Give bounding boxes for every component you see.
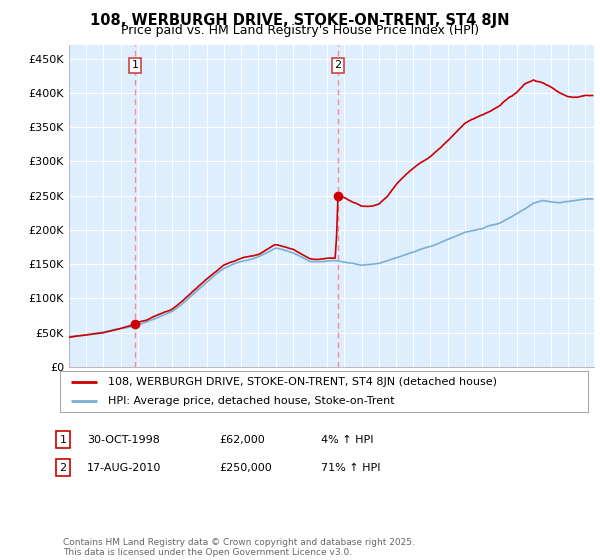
Text: 71% ↑ HPI: 71% ↑ HPI xyxy=(321,463,380,473)
Text: 108, WERBURGH DRIVE, STOKE-ON-TRENT, ST4 8JN (detached house): 108, WERBURGH DRIVE, STOKE-ON-TRENT, ST4… xyxy=(107,377,497,387)
Text: 30-OCT-1998: 30-OCT-1998 xyxy=(87,435,160,445)
Text: 108, WERBURGH DRIVE, STOKE-ON-TRENT, ST4 8JN: 108, WERBURGH DRIVE, STOKE-ON-TRENT, ST4… xyxy=(90,13,510,28)
Text: 1: 1 xyxy=(131,60,139,71)
Text: HPI: Average price, detached house, Stoke-on-Trent: HPI: Average price, detached house, Stok… xyxy=(107,396,394,405)
Text: Contains HM Land Registry data © Crown copyright and database right 2025.
This d: Contains HM Land Registry data © Crown c… xyxy=(63,538,415,557)
Text: Price paid vs. HM Land Registry's House Price Index (HPI): Price paid vs. HM Land Registry's House … xyxy=(121,24,479,36)
Text: 2: 2 xyxy=(59,463,67,473)
Text: 1: 1 xyxy=(59,435,67,445)
Text: £250,000: £250,000 xyxy=(219,463,272,473)
Text: 4% ↑ HPI: 4% ↑ HPI xyxy=(321,435,373,445)
Text: 17-AUG-2010: 17-AUG-2010 xyxy=(87,463,161,473)
Text: 2: 2 xyxy=(334,60,341,71)
Text: £62,000: £62,000 xyxy=(219,435,265,445)
